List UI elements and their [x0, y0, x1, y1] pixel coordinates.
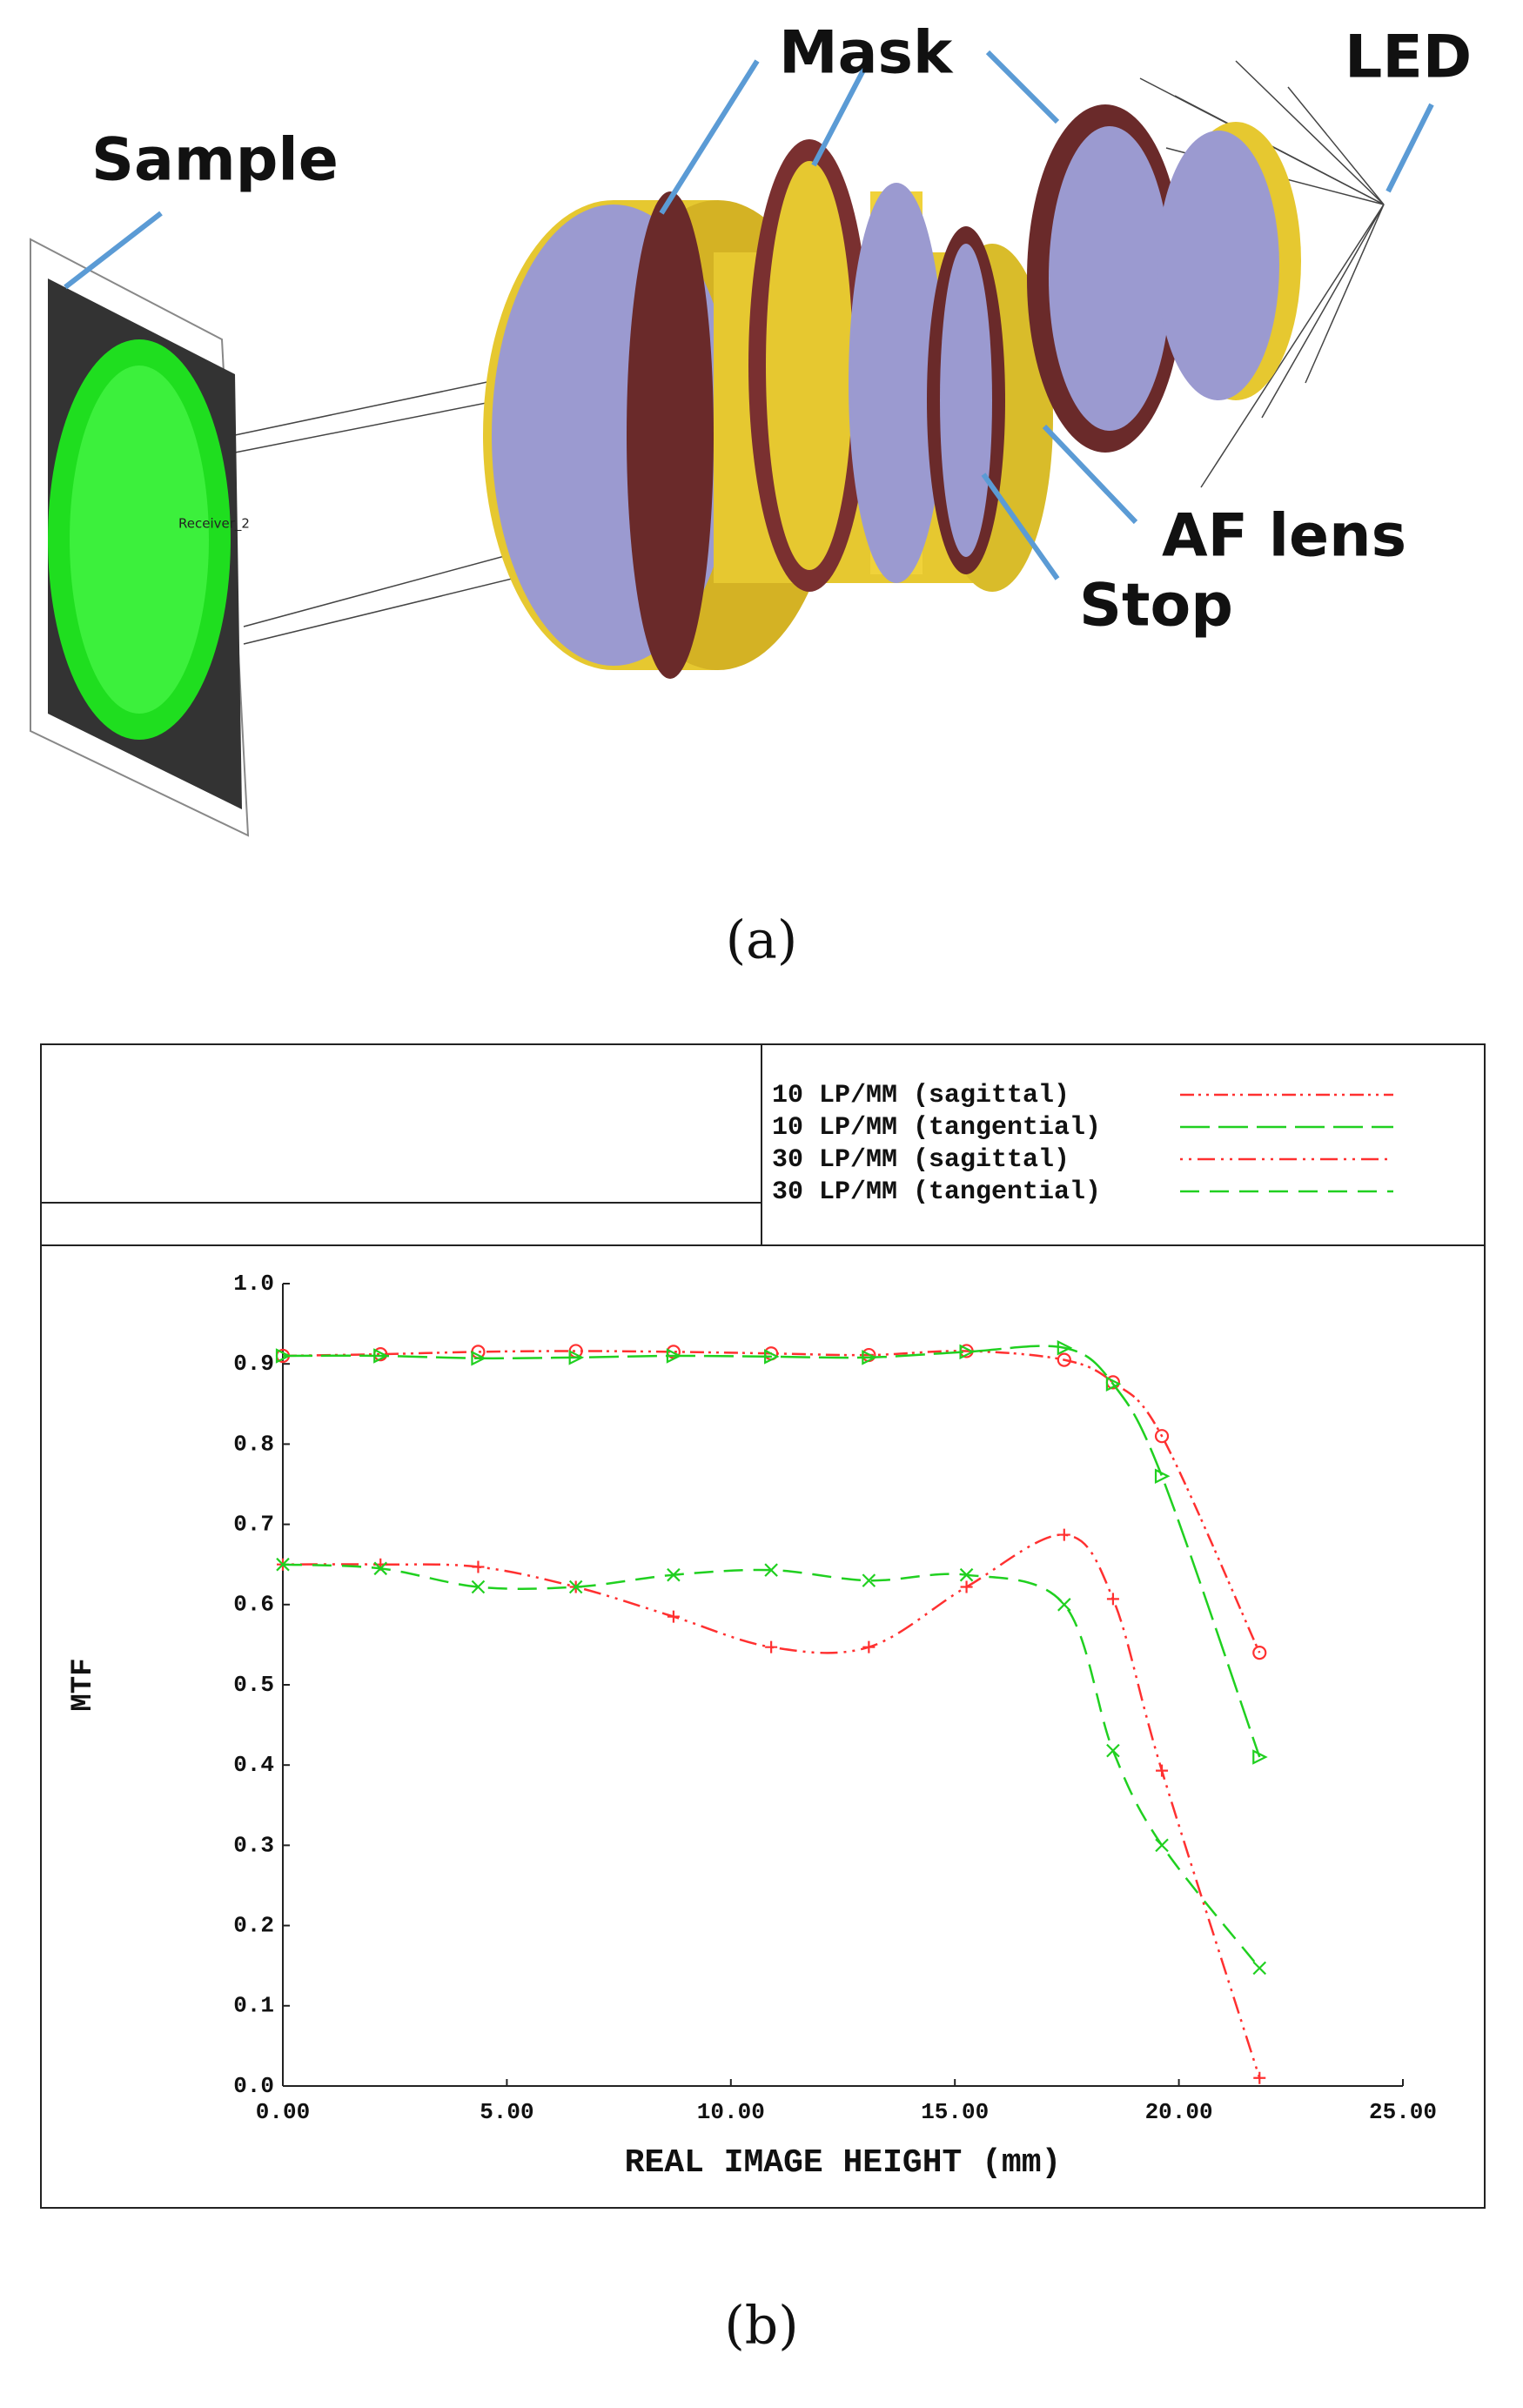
y-tick-label: 0.6 [233, 1592, 274, 1618]
data-point [1057, 1528, 1070, 1541]
data-point [764, 1563, 778, 1577]
series-line [282, 1533, 1261, 2079]
series-line [282, 1345, 1261, 1758]
legend-label: 30 LP/MM (sagittal) [772, 1145, 1070, 1175]
series-line [282, 1350, 1261, 1653]
callout-label: Sample [91, 126, 339, 195]
data-point [275, 1348, 292, 1364]
callout-label: Stop [1079, 572, 1233, 641]
data-point [472, 1560, 485, 1573]
data-point [1252, 1646, 1267, 1660]
data-point [666, 1348, 682, 1364]
data-point [276, 1557, 290, 1572]
data-point [764, 1349, 780, 1365]
legend-label: 10 LP/MM (sagittal) [772, 1081, 1070, 1110]
chart: 0.0 0.1 0.2 0.3 0.4 0.5 0.6 0.7 0.8 0.9 1.0 0.00 5.0… [67, 1081, 1437, 2182]
data-point [1252, 1749, 1268, 1765]
data-point [1057, 1339, 1073, 1356]
data-point [1106, 1593, 1119, 1606]
data-point [1106, 1743, 1120, 1758]
data-point [568, 1580, 583, 1594]
x-tick-label: 0.00 [256, 2099, 310, 2125]
y-tick-label: 0.2 [233, 1912, 274, 1938]
caption: (a) [726, 910, 798, 971]
y-tick-label: 0.1 [233, 1993, 274, 2019]
data-point [568, 1350, 585, 1365]
data-point [1253, 2071, 1266, 2084]
data-point [373, 1561, 388, 1576]
data-point [667, 1567, 681, 1582]
data-point [1155, 1838, 1169, 1853]
data-point [862, 1573, 876, 1587]
legend-label: 30 LP/MM (tangential) [772, 1177, 1101, 1207]
caption: (b) [724, 2296, 798, 2357]
x-tick-label: 15.00 [921, 2099, 989, 2125]
data-point [862, 1640, 876, 1653]
data-point [471, 1350, 486, 1366]
data-point [471, 1580, 486, 1594]
y-tick-label: 0.5 [233, 1672, 274, 1698]
data-point [1156, 1764, 1169, 1777]
x-tick-label: 20.00 [1145, 2099, 1213, 2125]
data-point [1057, 1598, 1071, 1612]
data-point [1057, 1352, 1071, 1367]
y-tick-label: 0.9 [233, 1351, 274, 1377]
x-tick-label: 5.00 [480, 2099, 533, 2125]
data-point [765, 1640, 778, 1653]
optical-render: Receiver_2 [30, 60, 1385, 837]
data-point [862, 1350, 877, 1365]
x-tick-label: 10.00 [697, 2099, 765, 2125]
legend-label: 10 LP/MM (tangential) [772, 1113, 1101, 1143]
data-point [1154, 1468, 1171, 1485]
y-tick-label: 0.3 [233, 1832, 274, 1858]
x-axis-label: REAL IMAGE HEIGHT (mm) [625, 2144, 1062, 2182]
y-tick-label: 1.0 [233, 1271, 274, 1297]
callout-arrows [64, 50, 1434, 580]
data-point [373, 1348, 389, 1364]
y-tick-label: 0.8 [233, 1431, 274, 1457]
data-point [1252, 1961, 1267, 1975]
render-text: Receiver_2 [178, 516, 250, 533]
y-tick-label: 0.4 [233, 1752, 274, 1778]
chart-frame [40, 1043, 1486, 2209]
data-point [667, 1610, 680, 1623]
data-point [960, 1580, 973, 1593]
y-tick-label: 0.7 [233, 1511, 274, 1537]
x-tick-label: 25.00 [1369, 2099, 1437, 2125]
y-tick-label: 0.0 [233, 2073, 274, 2099]
callout-label: LED [1345, 23, 1472, 92]
callout-label: AF lens [1162, 502, 1406, 571]
data-point [1154, 1429, 1170, 1444]
series-line [282, 1563, 1261, 1969]
callout-label: Mask [779, 19, 954, 88]
data-point [1105, 1376, 1122, 1392]
data-point [959, 1344, 976, 1360]
y-axis-label: MTF [67, 1658, 100, 1711]
data-point [959, 1567, 974, 1582]
